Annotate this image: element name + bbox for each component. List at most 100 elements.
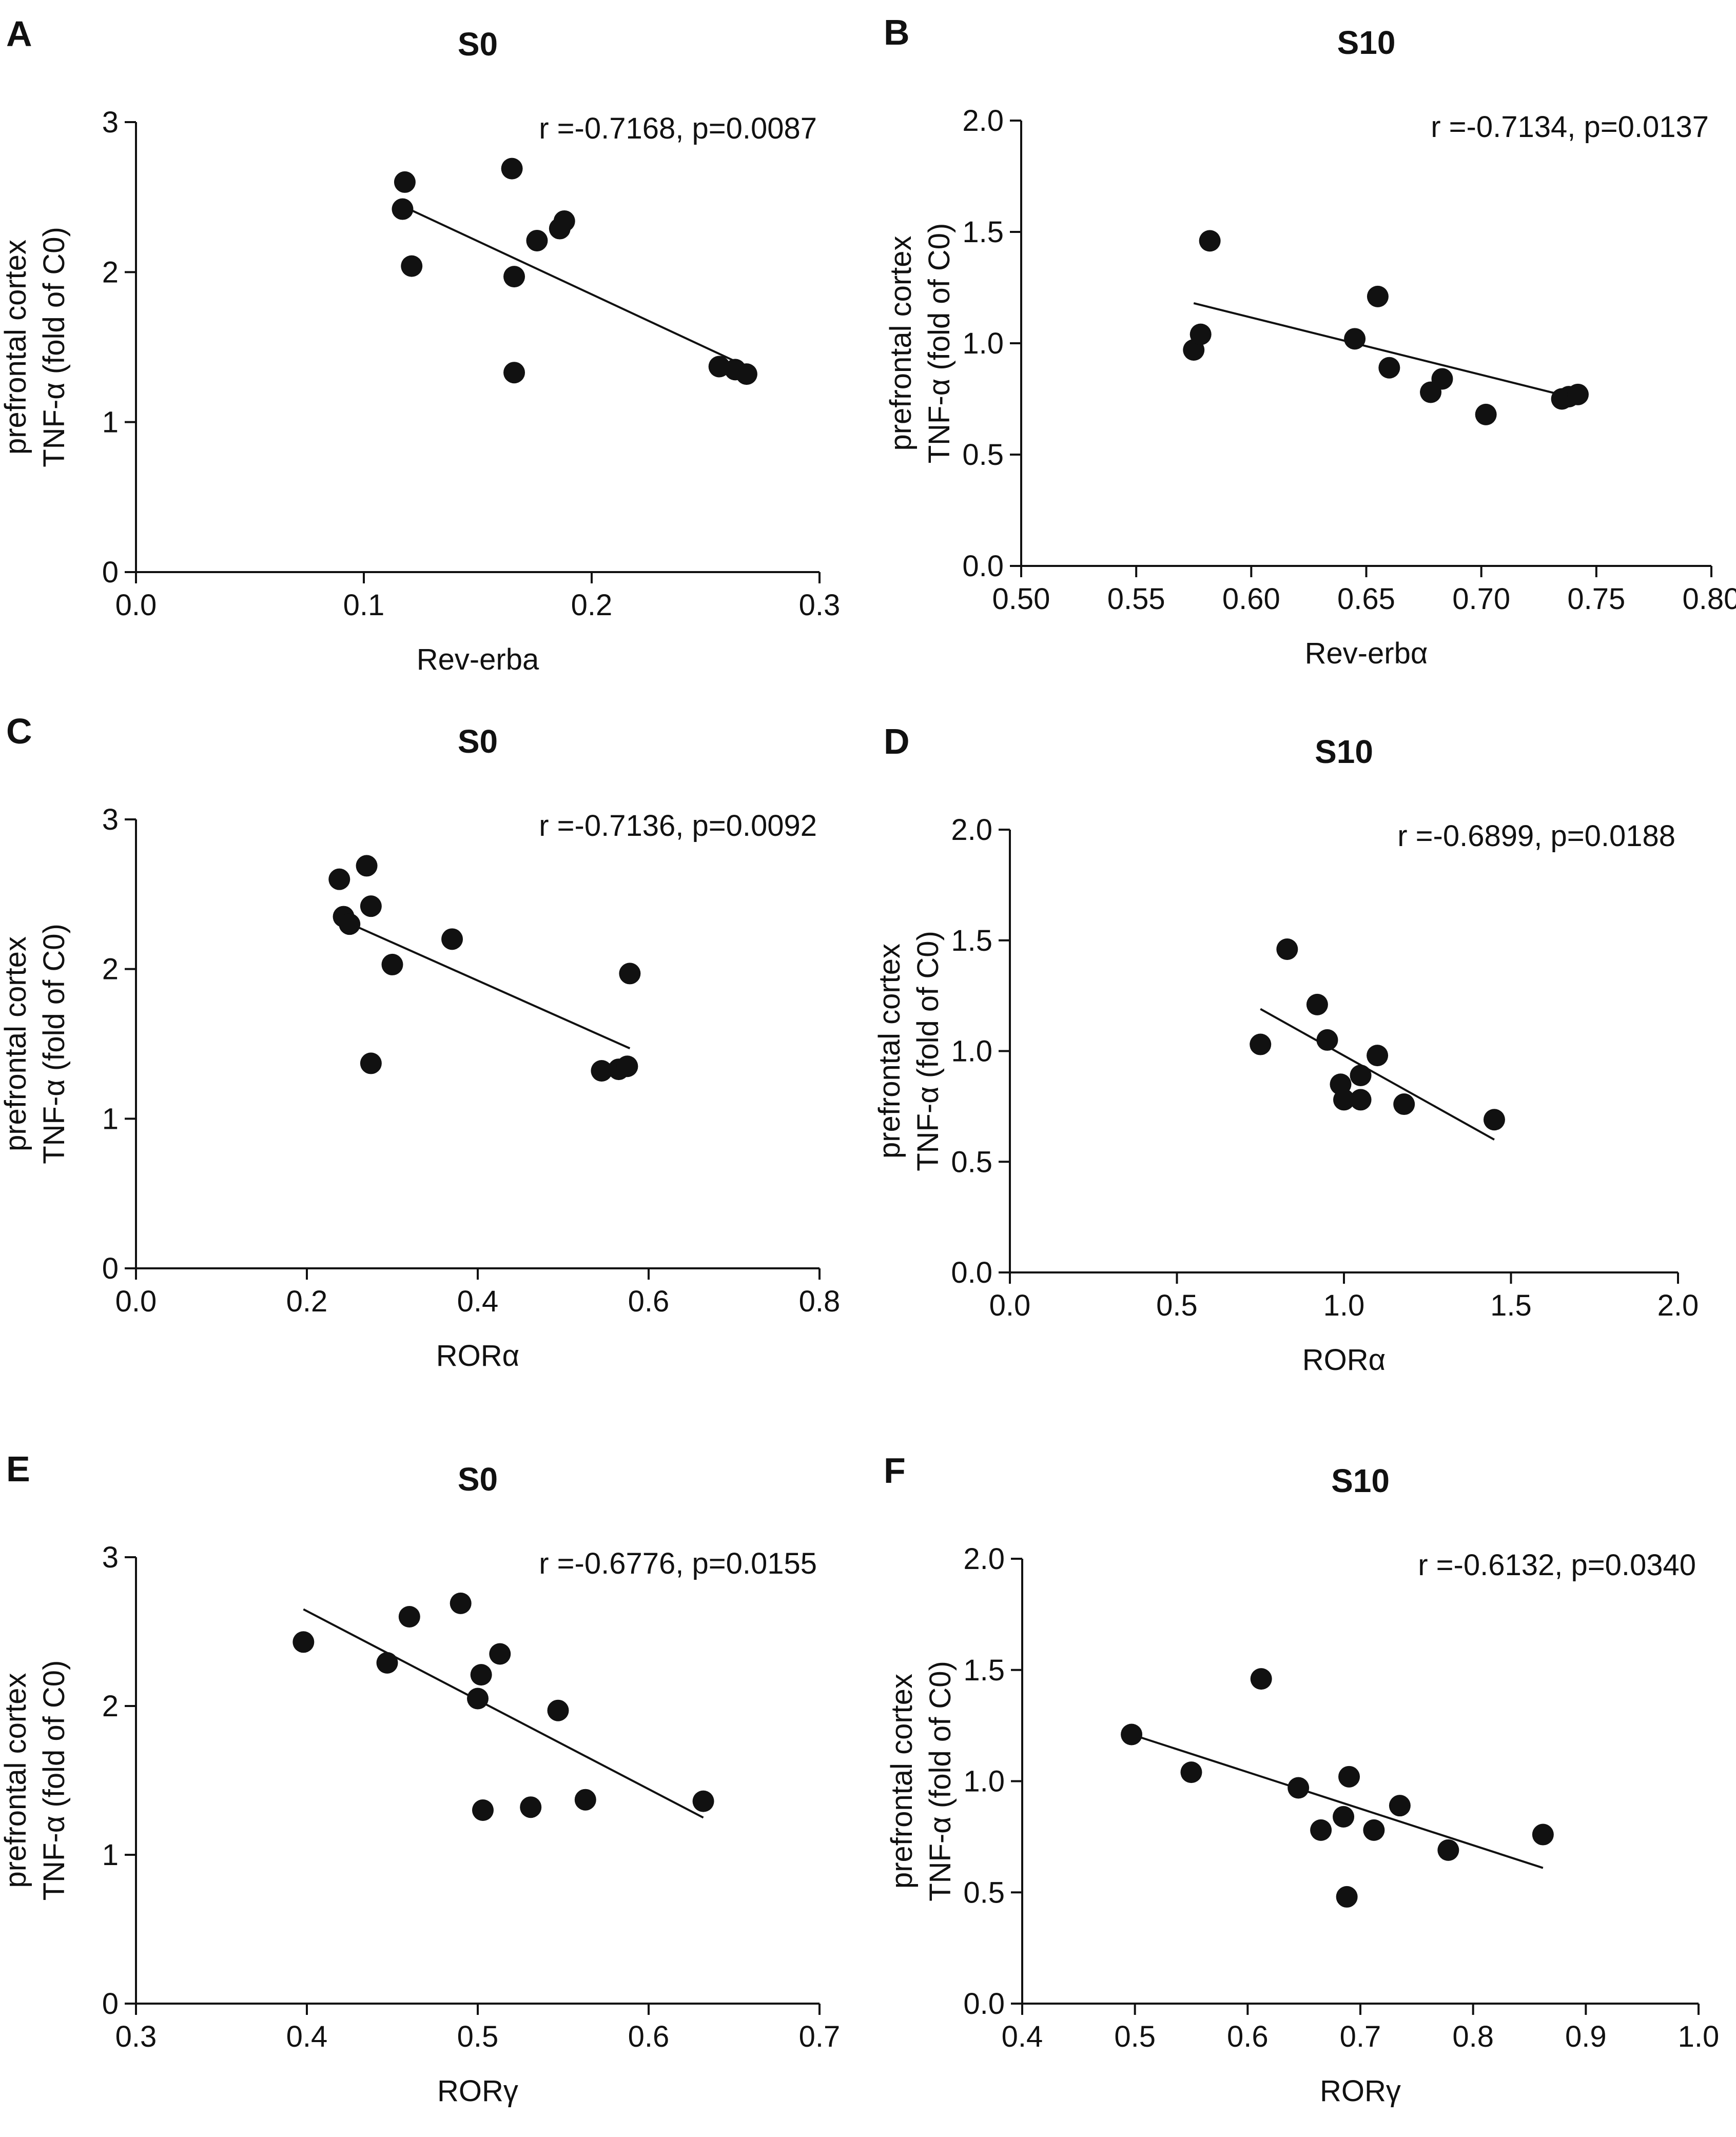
data-point (692, 1790, 714, 1812)
data-point (1367, 285, 1389, 307)
chart-title: S10 (1315, 733, 1373, 770)
data-point (501, 158, 523, 180)
regression-line (1131, 1733, 1544, 1869)
panel-letter: B (884, 12, 910, 52)
x-tick-label: 0.6 (628, 2020, 670, 2053)
y-axis-label-line2: TNF-α (fold of C0) (911, 931, 945, 1171)
chart-title: S0 (458, 26, 498, 63)
panel-letter: D (884, 721, 910, 761)
data-point (1333, 1806, 1355, 1828)
chart-panel-d: D S10 0.0 0.5 1.0 1.5 2.0 0.0 0.5 1.0 1.5 2.0 RORα pr… (873, 721, 1699, 1377)
data-point (360, 1052, 382, 1074)
y-tick-label: 0 (102, 1252, 119, 1285)
data-point (1363, 1819, 1385, 1841)
y-tick-label: 0 (102, 1987, 119, 2021)
y-tick-label: 0 (102, 556, 119, 589)
chart-panel-b: B S10 0.50 0.55 0.60 0.65 0.70 0.75 0.80 0.0 0.5 1.… (884, 12, 1736, 670)
data-point (574, 1789, 596, 1811)
y-tick-label: 2 (102, 1690, 119, 1723)
data-point (1437, 1839, 1459, 1861)
data-point (360, 895, 382, 917)
data-point (1532, 1824, 1554, 1846)
data-point (470, 1664, 492, 1686)
data-point (1483, 1109, 1505, 1131)
y-tick-label: 2 (102, 953, 119, 986)
data-point (735, 363, 757, 385)
correlation-annotation: r =-0.6899, p=0.0188 (1397, 819, 1675, 853)
x-tick-label: 0.7 (1340, 2020, 1381, 2053)
data-point (1121, 1723, 1143, 1746)
y-tick-label: 0.5 (963, 1876, 1005, 1909)
data-point (472, 1799, 494, 1821)
x-tick-label: 1.0 (1678, 2020, 1720, 2053)
x-axis-label: RORγ (1320, 2074, 1401, 2108)
y-tick-label: 3 (102, 1541, 119, 1574)
y-tick-label: 0.5 (951, 1145, 992, 1179)
data-point (1276, 938, 1298, 960)
data-point (520, 1796, 542, 1818)
y-tick-label: 1.5 (962, 215, 1004, 249)
y-tick-label: 1.0 (951, 1035, 992, 1068)
x-tick-label: 0.3 (115, 2020, 157, 2053)
x-axis-label: RORα (436, 1339, 519, 1373)
data-point (467, 1688, 489, 1710)
data-point (328, 868, 350, 890)
y-tick-label: 0.0 (951, 1256, 992, 1289)
x-tick-label: 0.0 (115, 589, 157, 622)
y-tick-label: 1.0 (962, 327, 1004, 360)
data-point (401, 255, 423, 277)
x-tick-label: 0.70 (1452, 582, 1510, 616)
data-point (619, 963, 641, 985)
x-tick-label: 0.5 (1156, 1289, 1198, 1322)
data-point (1336, 1886, 1358, 1908)
x-tick-label: 0.0 (115, 1285, 157, 1318)
x-tick-label: 0.4 (1002, 2020, 1043, 2053)
x-tick-label: 0.55 (1107, 582, 1165, 616)
y-axis-label-line2: TNF-α (fold of C0) (37, 924, 71, 1164)
data-point (1350, 1064, 1372, 1086)
y-axis-label-line2: TNF-α (fold of C0) (37, 227, 71, 467)
x-tick-label: 0.6 (1227, 2020, 1269, 2053)
data-point (1389, 1795, 1411, 1817)
correlation-annotation: r =-0.6776, p=0.0155 (539, 1547, 817, 1580)
x-tick-label: 0.9 (1565, 2020, 1607, 2053)
x-tick-label: 0.8 (799, 1285, 841, 1318)
y-axis-label-line1: prefrontal cortex (885, 1674, 919, 1889)
y-tick-label: 1.5 (963, 1654, 1005, 1687)
y-tick-label: 2.0 (951, 813, 992, 847)
y-axis-label-line1: prefrontal cortex (0, 240, 32, 455)
y-tick-label: 1 (102, 406, 119, 439)
y-axis-label-line1: prefrontal cortex (884, 236, 918, 450)
chart-panel-c: C S0 0.0 0.2 0.4 0.6 0.8 0 1 2 3 RORα prefrontal cor… (0, 711, 840, 1373)
y-tick-label: 2.0 (962, 104, 1004, 138)
y-tick-label: 2 (102, 256, 119, 289)
data-point (1393, 1093, 1415, 1115)
data-point (392, 198, 414, 220)
regression-line (402, 205, 747, 368)
x-tick-label: 1.5 (1490, 1289, 1532, 1322)
chart-panel-f: F S10 0.4 0.5 0.6 0.7 0.8 0.9 1.0 0.0 0.5 1.0 1.5 2.0… (884, 1450, 1719, 2108)
x-axis-label: RORα (1302, 1343, 1386, 1377)
y-tick-label: 0.0 (963, 1987, 1005, 2021)
data-point (526, 229, 548, 251)
regression-line (303, 1608, 704, 1819)
y-tick-label: 2.0 (963, 1542, 1005, 1576)
data-point (1567, 383, 1589, 405)
regression-line (340, 918, 631, 1050)
data-point (1350, 1089, 1372, 1111)
data-point (547, 1699, 569, 1721)
regression-line (1193, 302, 1578, 400)
x-tick-label: 0.0 (989, 1289, 1031, 1322)
y-axis-label-line2: TNF-α (fold of C0) (923, 223, 956, 464)
y-tick-label: 1.5 (951, 924, 992, 957)
data-point (1378, 357, 1400, 379)
chart-title: S10 (1337, 24, 1396, 61)
data-point (292, 1631, 315, 1653)
chart-title: S0 (458, 1461, 498, 1498)
data-point (1475, 403, 1497, 425)
x-tick-label: 0.50 (992, 582, 1050, 616)
data-point (394, 171, 416, 193)
chart-title: S10 (1331, 1462, 1390, 1499)
data-point (616, 1055, 638, 1077)
y-axis-label-line2: TNF-α (fold of C0) (37, 1660, 71, 1901)
